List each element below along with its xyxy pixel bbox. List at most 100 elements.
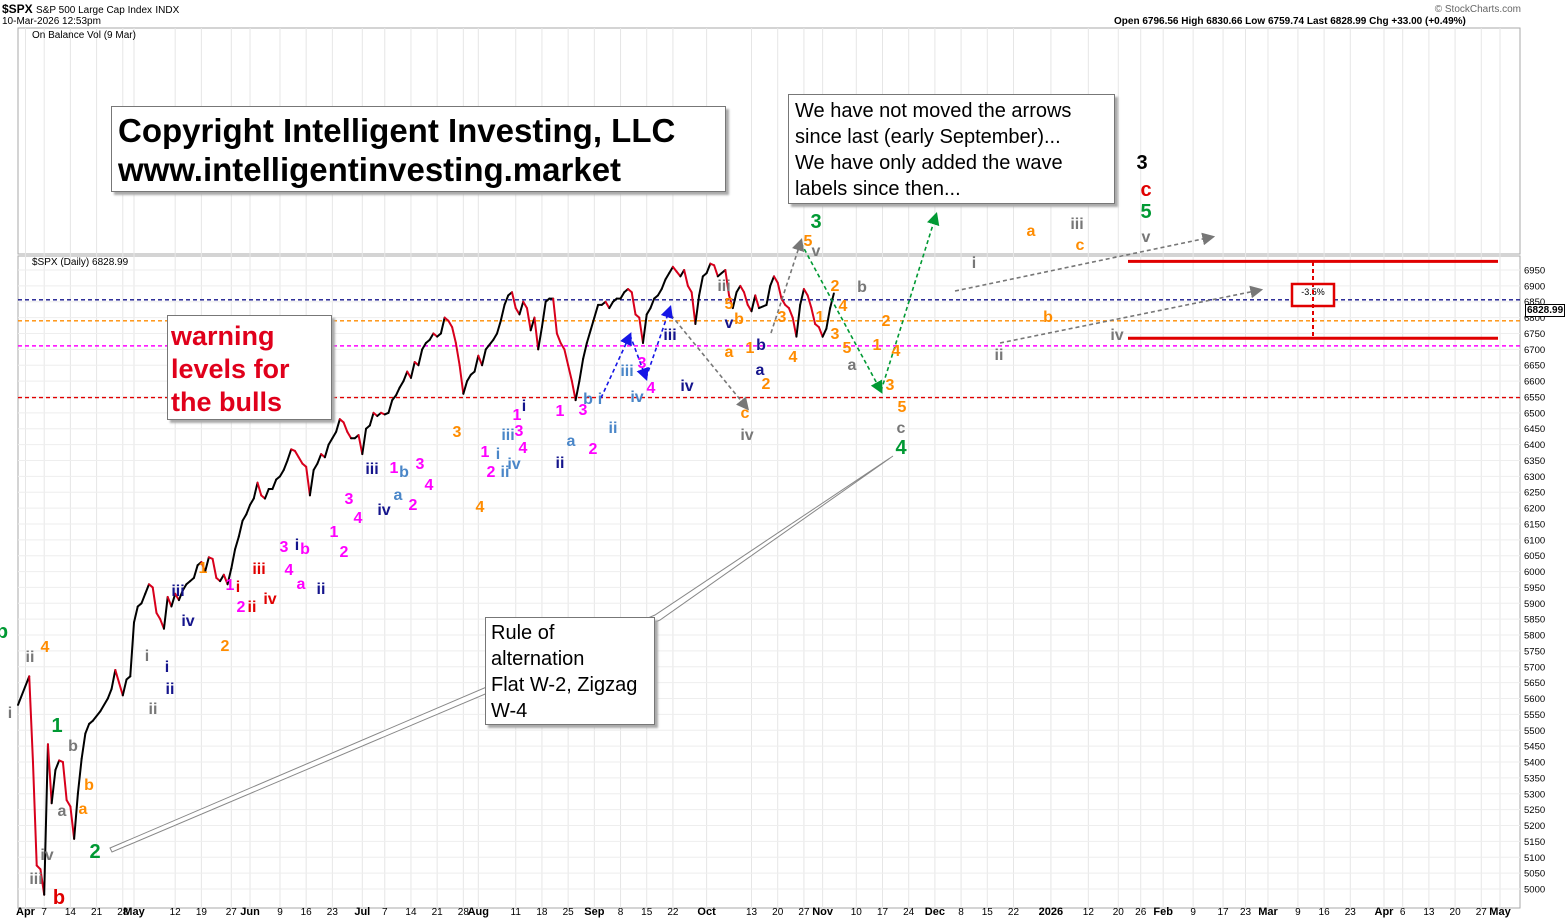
price-segment: [473, 354, 480, 373]
price-segment: [817, 326, 824, 338]
price-segment: [200, 561, 207, 573]
wave-label: 1: [481, 444, 490, 461]
price-segment: [630, 291, 637, 316]
price-segment: [589, 316, 596, 332]
wave-label: ii: [609, 420, 618, 437]
wave-label: 2: [409, 497, 418, 514]
y-tick-label: 6150: [1524, 519, 1545, 530]
wave-label: 1: [226, 577, 235, 594]
price-segment: [305, 465, 311, 497]
y-tick-label: 6100: [1524, 535, 1545, 546]
x-tick-label: 12: [170, 907, 182, 918]
wave-label: b: [1043, 309, 1053, 326]
price-segment: [656, 288, 663, 297]
wave-label: 4: [425, 477, 434, 494]
price-segment: [402, 370, 409, 383]
wave-label: iv: [1110, 327, 1123, 344]
y-tick-label: 5500: [1524, 726, 1545, 737]
price-segment: [394, 386, 401, 397]
y-tick-label: 6200: [1524, 504, 1545, 515]
wave-label: ii: [166, 681, 175, 698]
alternation-box: Rule of alternation Flat W-2, Zigzag W-4: [485, 617, 655, 725]
website-line: www.intelligentinvesting.market: [118, 151, 622, 188]
price-segment: [645, 307, 652, 316]
price-segment: [799, 288, 805, 306]
y-tick-label: 5350: [1524, 773, 1545, 784]
y-tick-label: 5850: [1524, 615, 1545, 626]
y-tick-label: 6300: [1524, 472, 1545, 483]
y-tick-label: 6500: [1524, 408, 1545, 419]
y-tick-label: 5800: [1524, 631, 1545, 642]
price-panel-label: $SPX (Daily) 6828.99: [32, 257, 129, 268]
x-tick-label: 6: [1400, 907, 1406, 918]
y-tick-label: 6600: [1524, 377, 1545, 388]
price-segment: [769, 275, 775, 287]
copyright-box: Copyright Intelligent Investing, LLC www…: [111, 106, 726, 192]
wave-label: 4: [647, 380, 656, 397]
price-segment: [555, 332, 562, 345]
x-tick-label: 20: [772, 907, 784, 918]
x-tick-label: 28: [117, 907, 129, 918]
price-segment: [686, 284, 693, 294]
y-tick-label: 5950: [1524, 583, 1545, 594]
wave-label: i: [236, 579, 240, 596]
y-tick-label: 6350: [1524, 456, 1545, 467]
price-segment: [735, 284, 742, 294]
wave-label: 4: [789, 349, 798, 366]
price-segment: [297, 456, 304, 465]
price-segment: [342, 421, 349, 433]
wave-label: iii: [252, 561, 265, 578]
y-tick-label: 5100: [1524, 853, 1545, 864]
x-tick-label: 2026: [1039, 906, 1063, 918]
wave-label: 3: [831, 326, 840, 343]
price-segment: [278, 468, 285, 478]
x-tick-label: May: [1489, 906, 1511, 918]
wave-label: c: [741, 405, 750, 422]
wave-label: 2: [221, 638, 230, 655]
price-segment: [671, 265, 678, 273]
price-segment: [668, 265, 674, 275]
wave-label: 3: [579, 402, 588, 419]
price-segment: [245, 503, 252, 516]
wave-label: a: [725, 344, 734, 361]
wave-label: 2: [237, 599, 246, 616]
price-segment: [439, 316, 446, 335]
wave-label: i: [145, 648, 149, 665]
price-segment: [585, 329, 592, 345]
y-tick-label: 6800: [1524, 313, 1545, 324]
arrows-note-box: We have not moved the arrows since last …: [788, 94, 1115, 204]
wave-label: 4: [476, 499, 485, 516]
y-tick-label: 6250: [1524, 488, 1545, 499]
wave-label: 2: [340, 544, 349, 561]
y-tick-label: 6900: [1524, 281, 1545, 292]
price-segment: [50, 768, 57, 805]
price-segment: [181, 583, 188, 592]
x-tick-label: 14: [65, 907, 77, 918]
x-tick-label: 24: [903, 907, 915, 918]
price-segment: [43, 743, 49, 896]
price-axis: 5000 5050 5100 5150 5200 5250 5300 5350 5400 5450…: [1524, 266, 1545, 896]
wave-label: 4: [354, 510, 363, 527]
wave-label: a: [567, 433, 576, 450]
wave-label: iii: [1070, 216, 1083, 233]
wave-label: iv: [630, 389, 643, 406]
x-tick-label: 20: [1450, 907, 1462, 918]
x-tick-label: 15: [641, 907, 653, 918]
x-tick-label: 11: [511, 907, 522, 918]
price-segment: [683, 269, 689, 287]
price-segment: [743, 291, 749, 306]
price-segment: [335, 418, 341, 433]
x-tick-label: Nov: [812, 906, 834, 918]
y-tick-label: 5200: [1524, 821, 1545, 832]
x-tick-label: 18: [536, 907, 548, 918]
x-tick-label: 17: [877, 907, 889, 918]
price-segment: [144, 583, 150, 595]
wave-label: 1: [390, 460, 399, 477]
x-tick-label: Feb: [1153, 906, 1173, 918]
wave-label: 1: [330, 524, 339, 541]
wave-label: iv: [740, 427, 753, 444]
price-segment: [177, 589, 184, 602]
wave-label: iii: [365, 461, 378, 478]
wave-label: ii: [556, 455, 565, 472]
price-segment: [690, 291, 697, 325]
